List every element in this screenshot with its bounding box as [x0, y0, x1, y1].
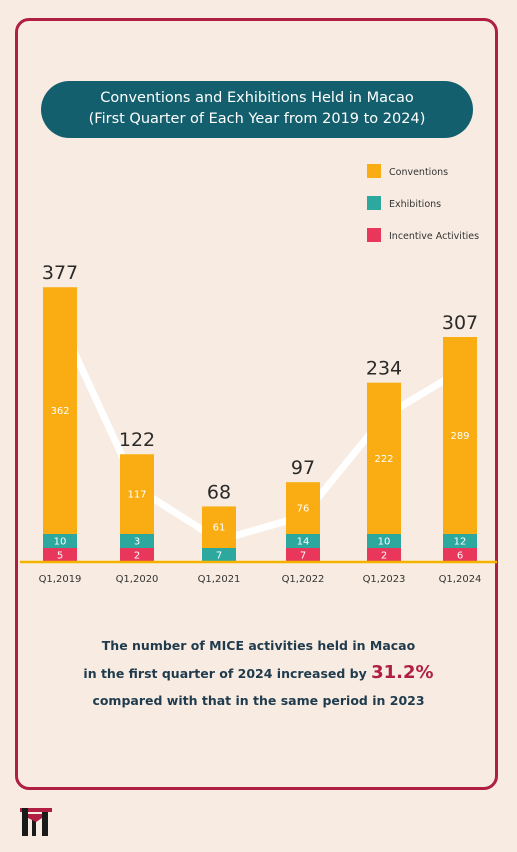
data-label-convention-1: 362: [50, 406, 69, 417]
bar-incentive-5: [367, 548, 401, 562]
bar-convention-3: [202, 506, 236, 548]
x-tick-label-6: Q1,2024: [439, 574, 482, 585]
bar-convention-2: [120, 454, 154, 534]
legend-swatch-exhibition: [367, 196, 381, 210]
brand-logo-icon: [20, 808, 52, 836]
data-label-incentive-5: 2: [381, 551, 387, 562]
data-label-exhibition-3: 7: [216, 551, 222, 562]
bar-incentive-4: [286, 548, 320, 562]
bar-incentive-2: [120, 548, 154, 562]
x-tick-label-1: Q1,2019: [39, 574, 82, 585]
data-label-convention-6: 289: [450, 431, 469, 442]
bar-exhibition-1: [43, 534, 77, 548]
bar-convention-6: [443, 336, 477, 534]
chart-title: Conventions and Exhibitions Held in Maca…: [41, 81, 473, 138]
bar-exhibition-2: [120, 534, 154, 548]
legend-label-convention: Conventions: [389, 167, 448, 178]
data-label-convention-3: 61: [213, 523, 226, 534]
stacked-bar-chart: 510362377Q1,201923117122Q1,202076168Q1,2…: [20, 164, 497, 585]
total-label-5: 234: [366, 358, 402, 380]
x-tick-label-4: Q1,2022: [282, 574, 325, 585]
card-frame: [15, 18, 498, 790]
total-label-2: 122: [119, 429, 155, 451]
data-label-incentive-4: 7: [300, 551, 306, 562]
data-label-incentive-1: 5: [57, 551, 63, 562]
data-label-exhibition-6: 12: [454, 537, 467, 548]
summary-caption: The number of MICE activities held in Ma…: [20, 632, 497, 714]
total-label-3: 68: [207, 481, 231, 503]
bar-exhibition-3: [202, 548, 236, 562]
x-tick-label-3: Q1,2021: [198, 574, 241, 585]
bar-convention-5: [367, 382, 401, 534]
caption-line-1: The number of MICE activities held in Ma…: [101, 638, 416, 653]
caption-line-3: compared with that in the same period in…: [92, 693, 425, 708]
title-line-1: Conventions and Exhibitions Held in Maca…: [100, 90, 414, 106]
bar-exhibition-4: [286, 534, 320, 548]
data-label-exhibition-2: 3: [134, 537, 140, 548]
bar-incentive-6: [443, 548, 477, 562]
total-label-6: 307: [442, 312, 478, 334]
bar-incentive-1: [43, 548, 77, 562]
x-tick-label-2: Q1,2020: [116, 574, 159, 585]
data-label-exhibition-4: 14: [297, 537, 310, 548]
legend-swatch-incentive: [367, 228, 381, 242]
title-line-2: (First Quarter of Each Year from 2019 to…: [88, 111, 426, 127]
total-label-1: 377: [42, 262, 78, 284]
bar-convention-1: [43, 287, 77, 534]
caption-line-2-text: in the first quarter of 2024 increased b…: [83, 666, 372, 681]
legend-label-exhibition: Exhibitions: [389, 199, 441, 210]
x-tick-label-5: Q1,2023: [363, 574, 406, 585]
growth-percent: 31.2%: [371, 662, 434, 683]
data-label-convention-2: 117: [127, 490, 146, 501]
legend-swatch-convention: [367, 164, 381, 178]
data-label-exhibition-5: 10: [378, 537, 391, 548]
legend-label-incentive: Incentive Activities: [389, 231, 479, 242]
data-label-exhibition-1: 10: [54, 537, 67, 548]
bar-convention-4: [286, 482, 320, 534]
total-label-4: 97: [291, 457, 315, 479]
data-label-incentive-6: 6: [457, 551, 463, 562]
data-label-convention-4: 76: [297, 504, 310, 515]
bar-exhibition-5: [367, 534, 401, 548]
data-label-incentive-2: 2: [134, 551, 140, 562]
caption-line-2: in the first quarter of 2024 increased b…: [20, 659, 497, 687]
bar-exhibition-6: [443, 534, 477, 548]
data-label-convention-5: 222: [374, 454, 393, 465]
